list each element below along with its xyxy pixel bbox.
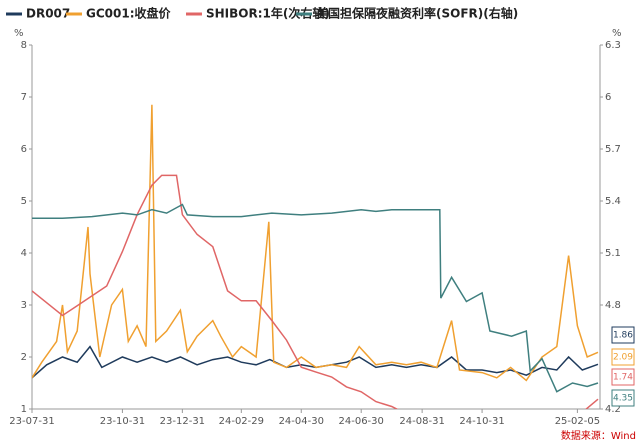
legend-label: SHIBOR:1年(次右轴) xyxy=(206,6,330,21)
x-tick-label: 24-10-31 xyxy=(459,416,504,427)
x-tick-label: 24-02-29 xyxy=(219,416,264,427)
y2-tick-label: 5.7 xyxy=(605,144,621,155)
x-tick-label: 23-10-31 xyxy=(100,416,145,427)
end-value-box xyxy=(611,348,635,366)
y-tick-label: 8 xyxy=(21,40,27,51)
end-value-box xyxy=(611,368,635,386)
end-value-label: 2.09 xyxy=(613,353,633,363)
series-line xyxy=(32,203,599,393)
y-tick-label: 1 xyxy=(21,404,27,415)
y2-tick-label: 6.3 xyxy=(605,40,621,51)
end-value-label: 4.35 xyxy=(613,394,633,404)
y-tick-label: 7 xyxy=(21,92,27,103)
y2-tick-label: 5.1 xyxy=(605,248,621,259)
x-tick-label: 25-02-05 xyxy=(555,416,600,427)
y2-tick-label: 4.2 xyxy=(605,404,621,415)
series-line xyxy=(32,104,599,382)
plot-area xyxy=(32,104,599,409)
x-tick-label: 24-04-30 xyxy=(279,416,324,427)
source-note: 数据来源：Wind xyxy=(561,429,636,442)
y-tick-label: 6 xyxy=(21,144,27,155)
x-tick-label: 23-07-31 xyxy=(9,416,54,427)
x-tick-label: 23-12-31 xyxy=(160,416,205,427)
legend-label: GC001:收盘价 xyxy=(86,6,172,21)
legend-label: DR007 xyxy=(26,7,70,21)
series-line xyxy=(32,345,599,379)
series-line xyxy=(32,174,599,409)
legend: DR007 GC001:收盘价 SHIBOR:1年(次右轴)美国担保隔夜融资利率(S… xyxy=(6,6,518,21)
y-tick-label: 5 xyxy=(21,196,27,207)
y-tick-label: 2 xyxy=(21,352,27,363)
end-value-box xyxy=(611,389,635,407)
x-tick-label: 24-06-30 xyxy=(339,416,384,427)
y2-tick-label: 4.8 xyxy=(605,300,621,311)
end-value-box xyxy=(611,326,635,344)
y2-tick-label: 6 xyxy=(605,92,611,103)
y-tick-label: 3 xyxy=(21,300,27,311)
legend-label: 美国担保隔夜融资利率(SOFR)(右轴) xyxy=(316,6,518,21)
y2-tick-label: 5.4 xyxy=(605,196,621,207)
end-value-label: 1.74 xyxy=(613,373,633,383)
y2-unit: % xyxy=(612,28,622,39)
y-unit: % xyxy=(14,28,24,39)
x-tick-label: 24-08-31 xyxy=(399,416,444,427)
y-tick-label: 4 xyxy=(21,248,27,259)
end-value-label: 1.86 xyxy=(613,331,633,341)
